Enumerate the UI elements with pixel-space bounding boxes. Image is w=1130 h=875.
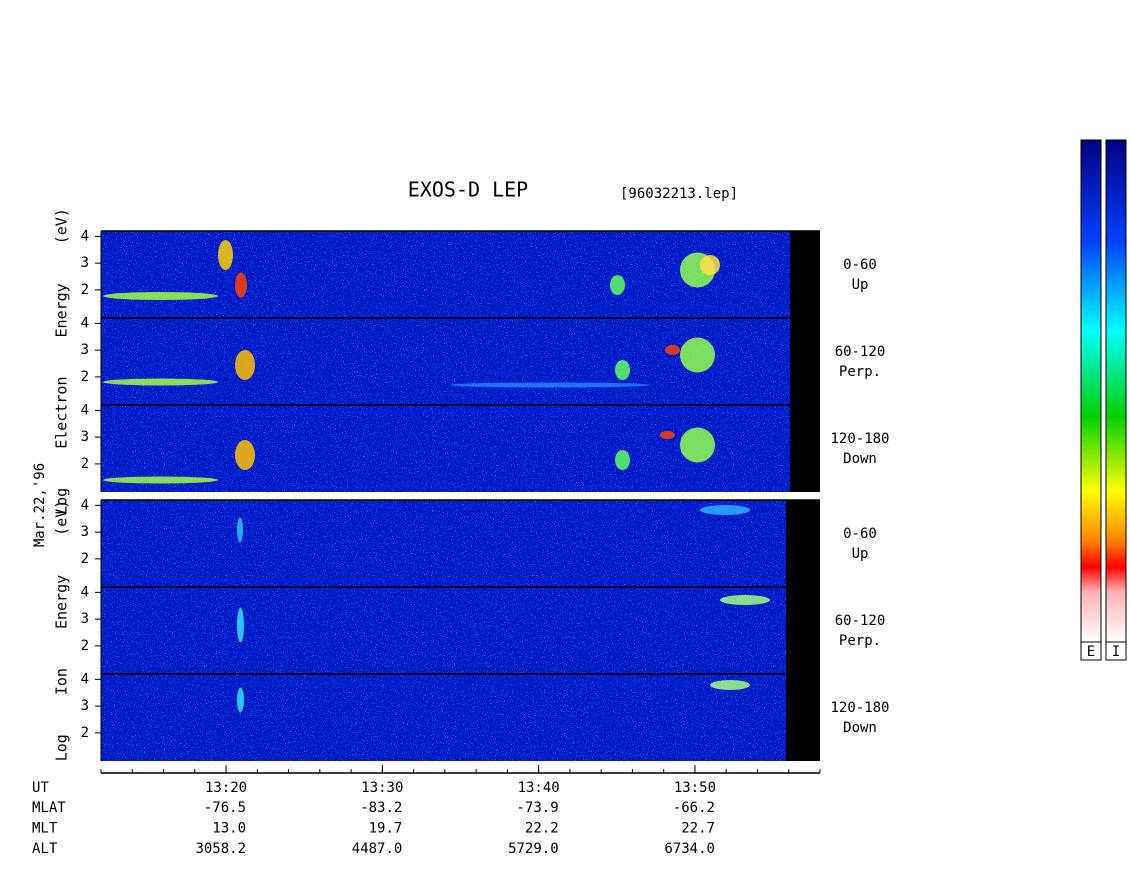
y-tick-label: 4 xyxy=(81,497,89,513)
spectrogram-noise xyxy=(101,587,786,674)
chart-title: EXOS-D LEP xyxy=(408,178,528,202)
energy-range: 120-180 xyxy=(830,700,889,716)
color-bar-label: I xyxy=(1112,644,1120,660)
row-label: ALT xyxy=(32,841,58,857)
row-value: 22.2 xyxy=(525,821,559,837)
row-value: 13.0 xyxy=(212,821,246,837)
y-tick-label: 3 xyxy=(81,429,89,445)
pitch-direction: Up xyxy=(852,546,869,562)
spectrogram-feature xyxy=(235,272,247,298)
spectrogram-feature xyxy=(103,378,218,386)
spectrogram-feature xyxy=(235,350,255,380)
x-tick-label: 13:30 xyxy=(361,780,403,796)
y-tick-label: 3 xyxy=(81,255,89,271)
no-data-band xyxy=(786,500,820,587)
spectrogram-feature xyxy=(237,607,244,643)
row-value: -76.5 xyxy=(204,800,246,816)
pitch-direction: Down xyxy=(843,720,877,736)
row-label: MLT xyxy=(32,821,58,837)
no-data-band xyxy=(790,318,820,405)
row-label: MLAT xyxy=(32,800,66,816)
spectrogram-feature xyxy=(610,275,625,295)
energy-range: 60-120 xyxy=(835,613,886,629)
spectrogram-feature xyxy=(615,450,630,470)
spectrogram-feature xyxy=(680,427,715,463)
pitch-direction: Perp. xyxy=(839,364,881,380)
spectrogram-noise xyxy=(101,318,790,405)
y-tick-label: 3 xyxy=(81,342,89,358)
spectrogram-feature xyxy=(218,240,233,270)
spectrogram-feature xyxy=(665,345,680,355)
row-value: 4487.0 xyxy=(352,841,403,857)
pitch-direction: Perp. xyxy=(839,633,881,649)
row-value: 3058.2 xyxy=(195,841,246,857)
energy-range: 0-60 xyxy=(843,257,877,273)
color-bar-label: E xyxy=(1087,644,1095,660)
energy-range: 0-60 xyxy=(843,526,877,542)
row-value: 22.7 xyxy=(681,821,715,837)
pitch-direction: Down xyxy=(843,451,877,467)
y-tick-label: 4 xyxy=(81,228,89,244)
spectrogram-noise xyxy=(101,231,790,318)
color-bar xyxy=(1080,139,1102,643)
energy-range: 120-180 xyxy=(830,431,889,447)
y-tick-label: 2 xyxy=(81,456,89,472)
y-tick-label: 3 xyxy=(81,524,89,540)
pitch-direction: Up xyxy=(852,277,869,293)
no-data-band xyxy=(790,405,820,492)
color-bar-label-box xyxy=(1105,641,1127,661)
spectrogram-feature xyxy=(680,337,715,373)
spectrogram-noise xyxy=(101,500,786,587)
row-value: 5729.0 xyxy=(508,841,559,857)
y-tick-label: 2 xyxy=(81,282,89,298)
y-axis-label: Log Ion Energy (eV) xyxy=(53,500,71,762)
x-tick-label: 13:50 xyxy=(674,780,716,796)
spectrogram-feature xyxy=(237,687,244,713)
x-tick-label: 13:20 xyxy=(205,780,247,796)
spectrogram-feature xyxy=(237,517,243,543)
y-tick-label: 4 xyxy=(81,671,89,687)
row-value: -73.9 xyxy=(516,800,558,816)
energy-range: 60-120 xyxy=(835,344,886,360)
y-tick-label: 2 xyxy=(81,551,89,567)
color-bar-label-box xyxy=(1080,641,1102,661)
spectrogram-feature xyxy=(235,440,255,470)
spectrogram-noise xyxy=(101,674,786,761)
spectrogram-feature xyxy=(710,680,750,690)
y-tick-label: 3 xyxy=(81,611,89,627)
y-tick-label: 2 xyxy=(81,638,89,654)
spectrogram-feature xyxy=(700,505,750,515)
x-axis-label: UT xyxy=(32,780,49,796)
row-value: -66.2 xyxy=(673,800,715,816)
row-value: 6734.0 xyxy=(664,841,715,857)
row-value: -83.2 xyxy=(360,800,402,816)
x-tick-label: 13:40 xyxy=(518,780,560,796)
y-tick-label: 3 xyxy=(81,698,89,714)
spectrogram-feature xyxy=(700,255,720,275)
spectrogram-feature xyxy=(450,382,650,388)
color-bar xyxy=(1105,139,1127,643)
y-tick-label: 2 xyxy=(81,369,89,385)
spectrogram-feature xyxy=(103,476,218,484)
no-data-band xyxy=(786,587,820,674)
spectrogram-feature xyxy=(615,360,630,380)
file-name: [96032213.lep] xyxy=(620,186,738,202)
row-value: 19.7 xyxy=(369,821,403,837)
y-tick-label: 4 xyxy=(81,315,89,331)
spectrogram-feature xyxy=(720,595,770,605)
y-tick-label: 4 xyxy=(81,402,89,418)
y-tick-label: 4 xyxy=(81,584,89,600)
no-data-band xyxy=(786,674,820,761)
y-tick-label: 2 xyxy=(81,725,89,741)
date-label: Mar.22,'96 xyxy=(32,463,48,547)
y-axis-label: Log Electron Energy (eV) xyxy=(53,208,71,515)
spectrogram-feature xyxy=(103,292,218,300)
no-data-band xyxy=(790,231,820,318)
spectrogram-feature xyxy=(660,431,675,439)
spectrogram-noise xyxy=(101,405,790,492)
